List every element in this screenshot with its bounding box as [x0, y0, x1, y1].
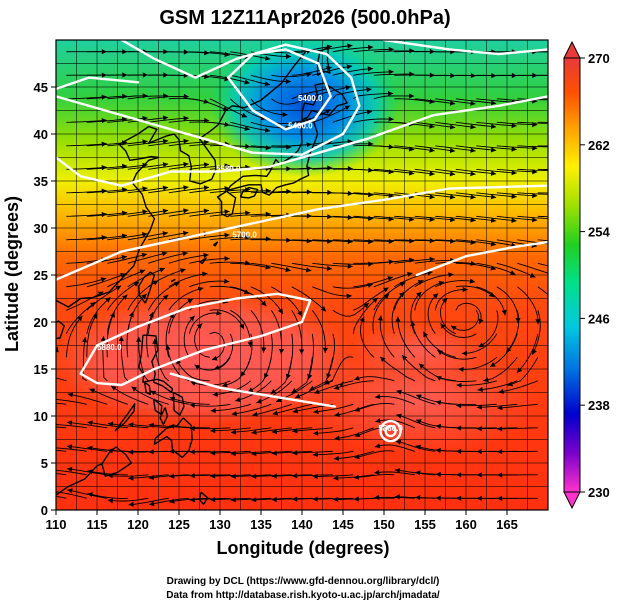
plot-area: 5880.0 5880.0 5700.0 5580.0 5460.0 5400.0	[26, 33, 579, 510]
colorbar-tick-label: 246	[588, 311, 610, 326]
streamline-arrowhead	[553, 97, 558, 102]
y-tick-label: 30	[34, 221, 48, 236]
y-tick-label: 35	[34, 174, 48, 189]
x-tick-label: 160	[455, 517, 477, 532]
streamline-arrowhead	[26, 399, 31, 404]
streamline-arrowhead	[47, 397, 52, 402]
contour-label: 5700.0	[232, 230, 257, 239]
colorbar-tick-label: 262	[588, 138, 610, 153]
x-tick-label: 125	[168, 517, 190, 532]
x-tick-label: 120	[127, 517, 149, 532]
colorbar-max-arrow	[564, 42, 580, 58]
colorbar: 230 238 246 254 262 270	[564, 42, 610, 508]
streamline-arrowhead	[553, 168, 558, 173]
streamline-arrowhead	[551, 272, 557, 277]
contour-label: 5460.0	[288, 121, 313, 130]
y-tick-label: 25	[34, 268, 48, 283]
credit-data-source: Data from http://database.rish.kyoto-u.a…	[166, 590, 440, 601]
contour-label: 5880.0	[97, 343, 122, 352]
contour-label: 5400.0	[298, 94, 323, 103]
credit-drawing: Drawing by DCL (https://www.gfd-dennou.o…	[167, 576, 440, 587]
streamline-arrowhead	[47, 489, 52, 494]
y-tick-label: 20	[34, 315, 48, 330]
streamline-arrowhead	[553, 144, 558, 149]
streamline-arrowhead	[552, 242, 557, 247]
streamline-arrowhead	[26, 470, 31, 475]
y-tick-label: 0	[41, 503, 48, 518]
colorbar-scale	[564, 58, 580, 492]
streamline-arrowhead	[26, 423, 31, 428]
colorbar-tick-label: 238	[588, 398, 610, 413]
streamline-arrowhead	[553, 121, 558, 126]
streamline-arrowhead	[26, 491, 31, 496]
x-axis: 110 115 120 125 130 135 140 145 150 155 160 165	[46, 510, 518, 532]
x-tick-label: 140	[291, 517, 313, 532]
streamline-arrowhead	[553, 49, 558, 54]
x-tick-label: 135	[250, 517, 272, 532]
streamline-arrowhead	[46, 445, 51, 450]
x-tick-label: 145	[332, 517, 354, 532]
streamline-arrowhead	[553, 216, 558, 221]
x-axis-label: Longitude (degrees)	[216, 538, 389, 558]
chart-title: GSM 12Z11Apr2026 (500.0hPa)	[159, 7, 450, 29]
colorbar-tick-label: 254	[588, 225, 610, 240]
y-tick-label: 45	[34, 80, 48, 95]
streamline-arrowhead	[553, 192, 558, 197]
colorbar-tick-label: 230	[588, 485, 610, 500]
x-tick-label: 155	[414, 517, 436, 532]
colorbar-min-arrow	[564, 492, 580, 508]
colorbar-ticks: 230 238 246 254 262 270	[580, 51, 610, 500]
y-axis-label: Latitude (degrees)	[2, 196, 22, 352]
x-tick-label: 150	[373, 517, 395, 532]
x-tick-label: 110	[46, 517, 67, 532]
x-tick-label: 130	[209, 517, 231, 532]
contour-label: 5880.0	[378, 424, 403, 433]
contour-label: 5580.0	[216, 165, 241, 174]
y-tick-label: 5	[41, 456, 48, 471]
y-axis: 0 5 10 15 20 25 30 35 40 45	[34, 80, 56, 518]
y-tick-label: 40	[34, 127, 48, 142]
warm-east-shading-2	[350, 325, 490, 375]
x-tick-label: 165	[496, 517, 518, 532]
x-tick-label: 115	[87, 517, 108, 532]
streamline-arrowhead	[553, 73, 558, 78]
colorbar-tick-label: 270	[588, 51, 610, 66]
streamline-arrowhead	[26, 447, 31, 452]
y-tick-label: 15	[34, 362, 48, 377]
y-tick-label: 10	[34, 409, 48, 424]
